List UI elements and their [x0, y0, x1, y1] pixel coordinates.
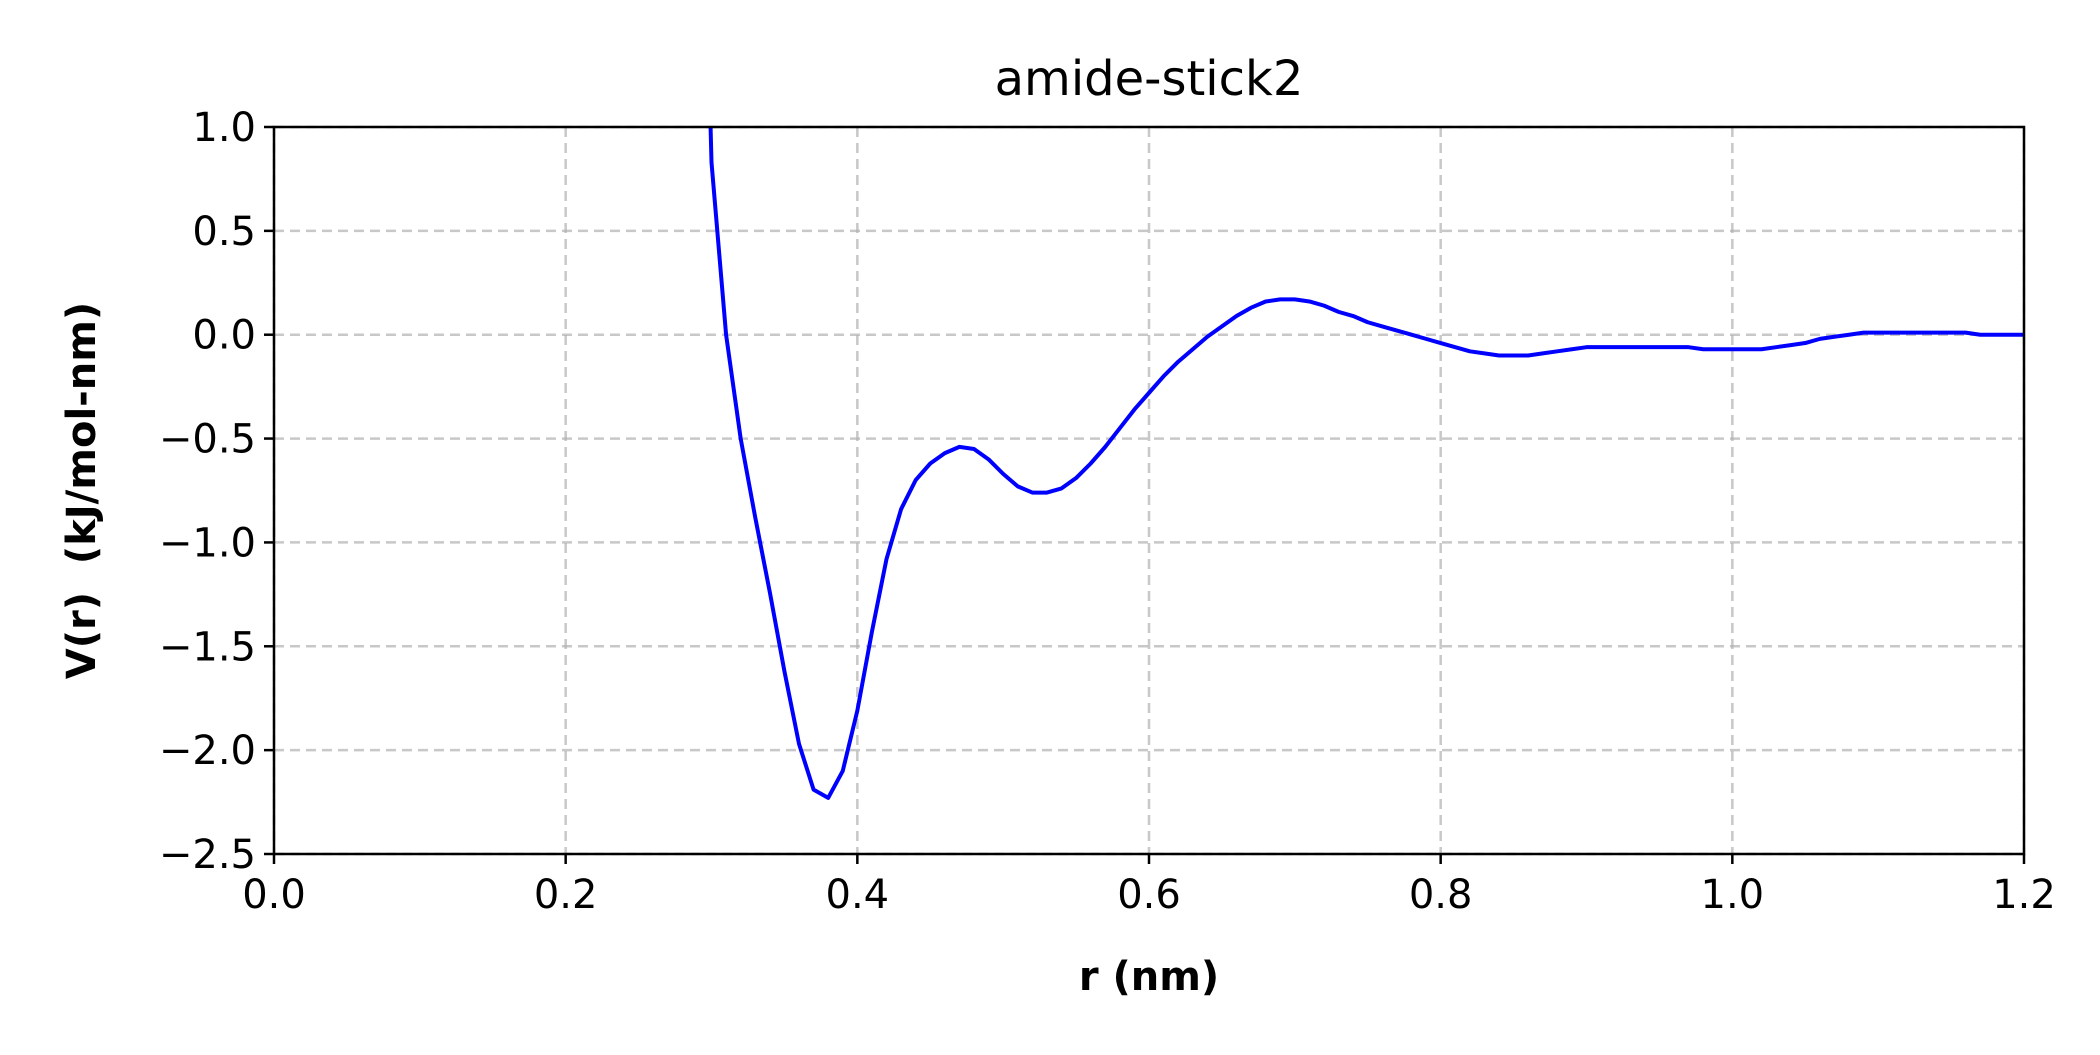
y-tick-label: −0.5 [159, 417, 256, 463]
y-axis-ticks: 1.0 0.5 0.0 −0.5 −1.0 −1.5 −2.0 −2.5 [159, 105, 274, 878]
y-tick-label: −1.5 [159, 624, 256, 670]
x-axis-ticks: 0.0 0.2 0.4 0.6 0.8 1.0 1.2 [242, 854, 2056, 918]
x-tick-label: 0.0 [242, 872, 306, 918]
series-layer [708, 127, 2024, 800]
series-line [708, 127, 2024, 800]
grid [272, 125, 2026, 856]
y-tick-label: 1.0 [192, 105, 256, 151]
x-tick-label: 0.6 [1117, 872, 1181, 918]
x-axis-label: r (nm) [1079, 954, 1219, 1000]
x-tick-label: 1.2 [1992, 872, 2056, 918]
y-tick-label: 0.0 [192, 313, 256, 359]
x-tick-label: 0.2 [534, 872, 598, 918]
x-tick-label: 0.8 [1409, 872, 1473, 918]
y-tick-label: −1.0 [159, 520, 256, 566]
chart-title: amide-stick2 [995, 51, 1304, 107]
x-tick-label: 1.0 [1701, 872, 1765, 918]
y-tick-label: −2.0 [159, 728, 256, 774]
y-tick-label: 0.5 [192, 209, 256, 255]
x-tick-label: 0.4 [826, 872, 890, 918]
y-axis-label: V(r) (kJ/mol-nm) [59, 302, 105, 679]
y-tick-label: −2.5 [159, 832, 256, 878]
